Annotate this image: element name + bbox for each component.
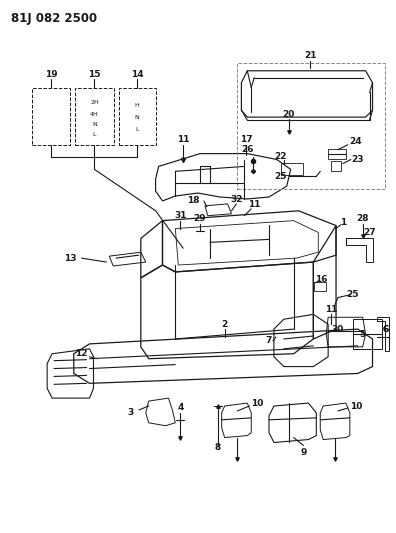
Text: 15: 15 [88, 70, 101, 79]
Text: 6: 6 [382, 325, 388, 334]
Text: 12: 12 [75, 349, 88, 358]
Text: N: N [135, 115, 139, 119]
Bar [331, 161, 341, 171]
Text: 11: 11 [248, 200, 261, 209]
Text: 31: 31 [174, 211, 187, 220]
Text: 4: 4 [177, 403, 183, 413]
Text: 7: 7 [266, 336, 272, 345]
Text: 22: 22 [274, 152, 287, 161]
Text: 11: 11 [325, 305, 337, 314]
Text: 8: 8 [215, 443, 221, 452]
Text: 9: 9 [300, 448, 307, 457]
Bar [75, 87, 114, 145]
Text: L: L [93, 132, 96, 138]
Text: 11: 11 [177, 135, 189, 144]
Text: H: H [135, 103, 139, 108]
Text: 24: 24 [349, 138, 362, 146]
Text: 18: 18 [187, 197, 200, 205]
Text: 25: 25 [346, 290, 359, 299]
Text: 81J 082 2500: 81J 082 2500 [11, 12, 97, 25]
Text: N: N [92, 122, 97, 126]
Bar [32, 87, 70, 145]
Text: 10: 10 [350, 401, 362, 410]
Text: 19: 19 [45, 70, 57, 79]
Text: 6: 6 [382, 325, 388, 334]
Text: 23: 23 [352, 155, 364, 164]
Text: 17: 17 [240, 135, 253, 144]
Bar [119, 87, 156, 145]
Text: 5: 5 [360, 329, 366, 338]
Text: 2: 2 [221, 320, 228, 329]
Bar [238, 63, 385, 189]
Text: 26: 26 [241, 145, 253, 154]
Text: 2H: 2H [90, 100, 99, 105]
Text: 4H: 4H [90, 112, 99, 117]
Bar [328, 149, 346, 158]
Bar [314, 282, 326, 290]
Text: 14: 14 [131, 70, 143, 79]
Text: 20: 20 [282, 110, 295, 119]
Text: L: L [135, 127, 139, 132]
Text: 3: 3 [128, 408, 134, 417]
Text: 13: 13 [64, 254, 76, 263]
Text: 25: 25 [274, 172, 287, 181]
Text: 28: 28 [356, 214, 369, 223]
Text: 30: 30 [332, 325, 344, 334]
Text: 27: 27 [363, 228, 376, 237]
Text: 16: 16 [315, 276, 327, 284]
Text: 1: 1 [340, 218, 346, 227]
Text: 29: 29 [194, 214, 206, 223]
Text: 21: 21 [304, 52, 317, 60]
Text: 10: 10 [251, 399, 263, 408]
Text: 32: 32 [230, 196, 243, 205]
Bar [281, 164, 303, 175]
